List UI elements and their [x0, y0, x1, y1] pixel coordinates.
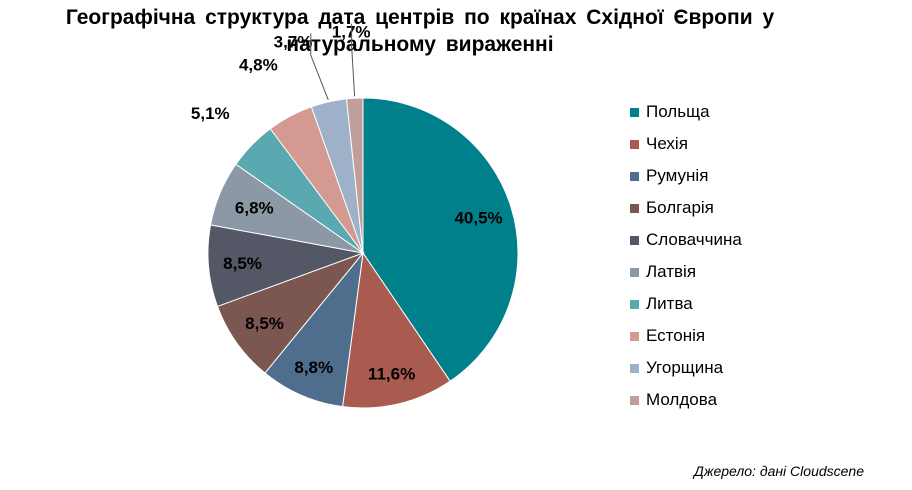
- data-label-4: 8,5%: [245, 314, 284, 333]
- legend-swatch: [630, 107, 639, 117]
- legend-swatch: [630, 331, 639, 341]
- legend-label: Польща: [646, 102, 710, 121]
- legend-item-2: Чехія: [630, 128, 742, 160]
- legend-swatch: [630, 363, 639, 373]
- legend-label: Латвія: [646, 262, 697, 281]
- data-label-2: 11,6%: [368, 365, 415, 384]
- legend-swatch: [630, 267, 639, 277]
- legend-item-10: Молдова: [630, 384, 742, 416]
- legend-item-6: Латвія: [630, 256, 742, 288]
- data-label-5: 8,5%: [223, 254, 262, 273]
- legend-item-7: Литва: [630, 288, 742, 320]
- legend-label: Угорщина: [646, 358, 724, 377]
- legend-item-5: Словаччина: [630, 224, 742, 256]
- data-label-1: 40,5%: [454, 208, 502, 227]
- legend-item-4: Болгарія: [630, 192, 742, 224]
- legend-item-9: Угорщина: [630, 352, 742, 384]
- chart-title: Географічна структура дата центрів по кр…: [40, 4, 800, 58]
- legend-label: Чехія: [646, 134, 688, 153]
- legend-swatch: [630, 171, 639, 181]
- pie-slice-2: [342, 251, 451, 409]
- chart-legend: Польща Чехія Румунія Болгарія Словаччина Латв…: [630, 96, 742, 416]
- data-label-6: 6,8%: [235, 199, 274, 218]
- data-label-9: 3,7%: [274, 32, 313, 51]
- legend-swatch: [630, 299, 639, 309]
- legend-swatch: [630, 203, 639, 213]
- data-label-7: 5,1%: [191, 104, 230, 123]
- legend-label: Естонія: [646, 326, 706, 345]
- legend-label: Литва: [646, 294, 693, 313]
- data-label-8: 4,8%: [239, 55, 278, 74]
- legend-item-8: Естонія: [630, 320, 742, 352]
- legend-label: Молдова: [646, 390, 718, 409]
- legend-label: Болгарія: [646, 198, 714, 217]
- legend-swatch: [630, 139, 639, 149]
- pie-slice-10: [345, 97, 364, 254]
- leader-line-9: [310, 33, 329, 101]
- legend-label: Румунія: [646, 166, 709, 185]
- data-label-3: 8,8%: [294, 358, 333, 377]
- pie-slice-1: [362, 97, 519, 382]
- legend-item-3: Румунія: [630, 160, 742, 192]
- legend-label: Словаччина: [646, 230, 742, 249]
- legend-swatch: [630, 235, 639, 245]
- leader-line-10: [351, 23, 356, 97]
- source-note: Джерело: дані Cloudscene: [693, 463, 864, 479]
- pie-slice-3: [264, 251, 364, 408]
- legend-item-1: Польща: [630, 96, 742, 128]
- chart-title-line-2: натуральному вираженні: [286, 33, 554, 56]
- chart-title-line-1: Географічна структура дата центрів по кр…: [65, 6, 775, 29]
- legend-swatch: [630, 395, 639, 405]
